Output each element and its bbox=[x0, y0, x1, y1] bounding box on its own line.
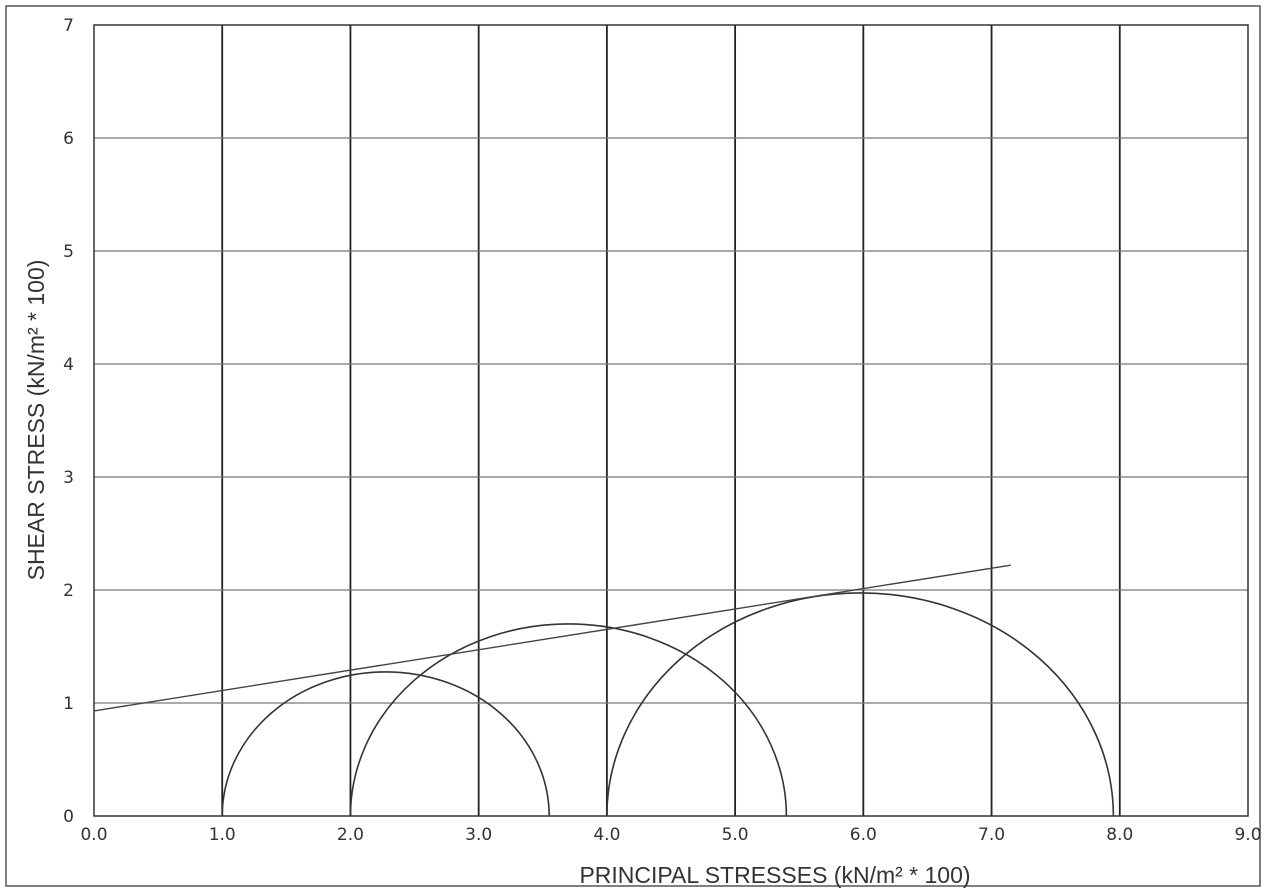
x-tick-label: 9.0 bbox=[1234, 825, 1261, 845]
mohr-circle bbox=[606, 592, 1115, 817]
y-tick-label: 7 bbox=[63, 16, 74, 36]
failure-envelope-group bbox=[93, 564, 1011, 712]
x-tick-label: 5.0 bbox=[722, 825, 749, 845]
y-axis-label: SHEAR STRESS (kN/m² * 100) bbox=[23, 260, 49, 581]
failure-envelope bbox=[93, 564, 1011, 712]
y-tick-label: 6 bbox=[63, 129, 74, 149]
y-tick-label: 0 bbox=[63, 807, 74, 827]
grid bbox=[94, 25, 1248, 816]
x-tick-label: 6.0 bbox=[850, 825, 877, 845]
y-tick-label: 5 bbox=[63, 242, 74, 262]
x-tick-label: 4.0 bbox=[593, 825, 620, 845]
y-tick-label: 1 bbox=[63, 694, 74, 714]
x-tick-label: 8.0 bbox=[1106, 825, 1133, 845]
x-tick-label: 3.0 bbox=[465, 825, 492, 845]
x-tick-label: 2.0 bbox=[337, 825, 364, 845]
mohr-circles bbox=[221, 592, 1115, 817]
x-tick-labels: 0.0 1.0 2.0 3.0 4.0 5.0 6.0 7.0 8.0 9.0 bbox=[80, 825, 1261, 845]
y-tick-labels: 0 1 2 3 4 5 6 7 bbox=[63, 16, 74, 827]
y-tick-label: 3 bbox=[63, 468, 74, 488]
plot-border bbox=[93, 24, 1249, 817]
mohr-circle bbox=[221, 671, 550, 817]
mohr-circle bbox=[349, 623, 788, 817]
y-tick-label: 4 bbox=[63, 355, 74, 375]
y-tick-label: 2 bbox=[63, 581, 74, 601]
x-axis-label: PRINCIPAL STRESSES (kN/m² * 100) bbox=[579, 862, 970, 888]
outer-frame bbox=[5, 5, 1261, 887]
x-tick-label: 1.0 bbox=[209, 825, 236, 845]
x-tick-label: 7.0 bbox=[978, 825, 1005, 845]
x-tick-label: 0.0 bbox=[80, 825, 107, 845]
